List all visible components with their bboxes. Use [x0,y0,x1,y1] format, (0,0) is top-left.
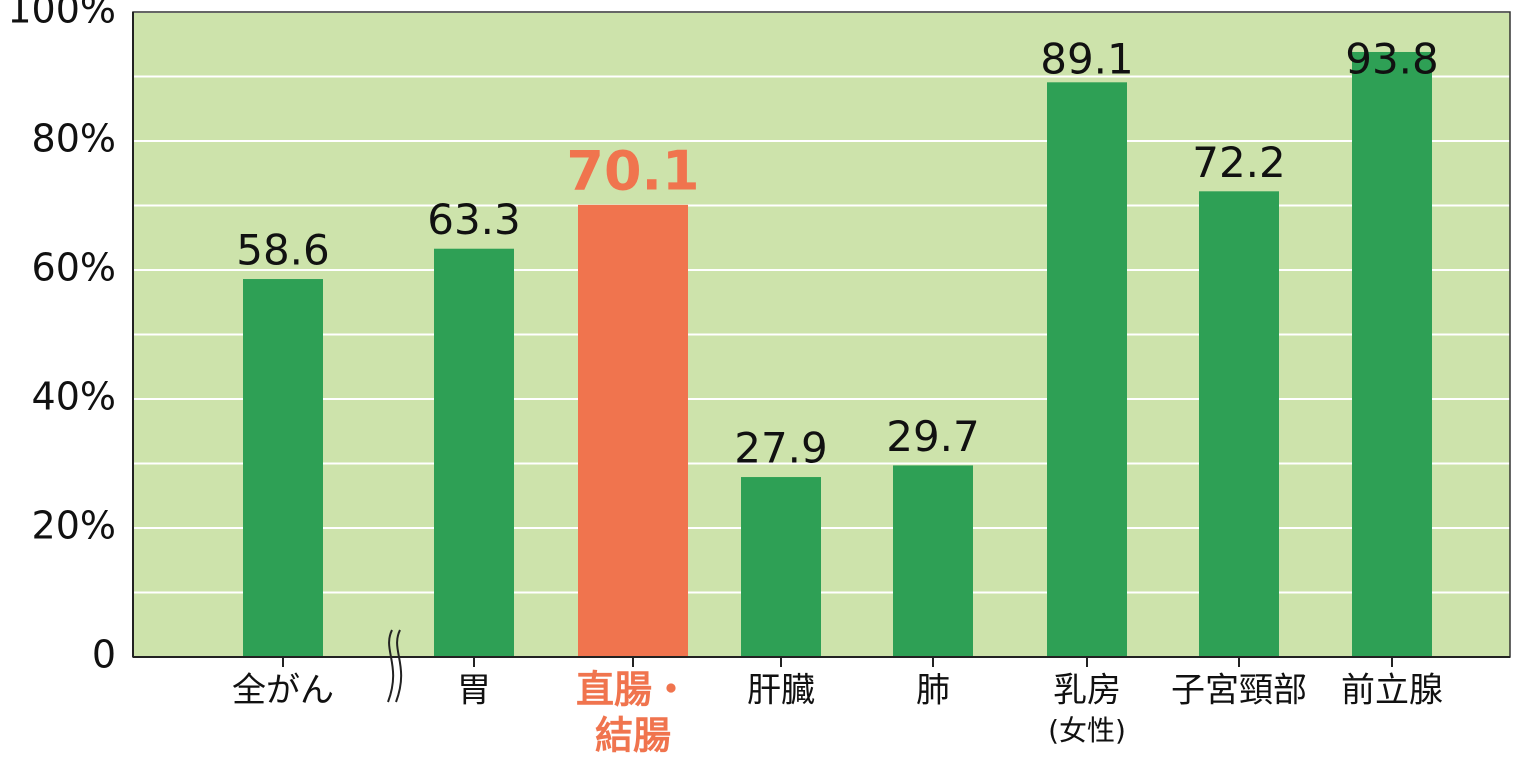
x-tick-label: 乳房 [1053,671,1121,711]
value-label: 27.9 [734,424,828,473]
break-line [387,629,395,703]
break-line [395,629,403,703]
value-label: 63.3 [427,195,521,244]
grid [133,11,1510,658]
x-tick-label: 胃 [457,671,491,711]
axis-break [387,629,403,703]
bars [243,51,1432,658]
bar [243,279,323,657]
x-tick-label: 子宮頸部 [1171,671,1307,711]
value-label: 58.6 [236,226,330,275]
x-tick-label: 肺 [916,671,950,711]
x-tick-label: 全がん [232,671,334,711]
bar [893,465,973,657]
bar [578,204,688,658]
y-tick-label: 0 [92,633,116,677]
y-tick-label: 80% [32,117,116,161]
bar [1199,191,1279,657]
y-tick-label: 20% [32,504,116,548]
bar [1352,51,1432,658]
bar [741,477,821,657]
value-label: 70.1 [566,139,699,202]
value-label: 29.7 [886,412,980,461]
y-tick-label: 60% [32,246,116,290]
x-tick-label: 直腸・ [576,668,690,712]
value-label: 93.8 [1345,35,1439,84]
y-tick-label: 100% [7,0,116,32]
value-label: 89.1 [1040,35,1134,84]
value-label: 72.2 [1192,138,1286,187]
bar [434,248,514,657]
x-tick-label: (女性) [1048,714,1126,747]
x-tick-label: 肝臓 [747,671,815,711]
y-tick-label: 40% [32,375,116,419]
x-tick-label: 前立腺 [1341,671,1443,711]
x-tick-label: 結腸 [595,714,671,758]
bar [1047,82,1127,658]
